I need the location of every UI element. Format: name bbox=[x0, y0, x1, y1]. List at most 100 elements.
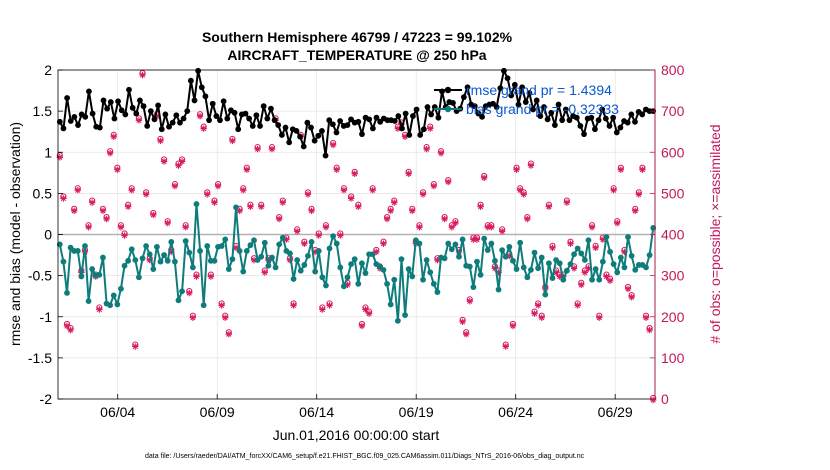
bias-point bbox=[488, 240, 495, 247]
rmse-point bbox=[322, 152, 329, 159]
bias-point bbox=[405, 266, 412, 272]
obs-assimilated-point bbox=[441, 215, 448, 223]
obs-assimilated-point bbox=[139, 71, 146, 79]
obs-assimilated-point bbox=[632, 207, 639, 215]
rmse-point bbox=[96, 124, 103, 131]
obs-assimilated-point bbox=[171, 182, 179, 190]
obs-assimilated-point bbox=[193, 273, 200, 280]
obs-assimilated-point bbox=[103, 215, 110, 223]
obs-assimilated-point bbox=[563, 199, 571, 206]
bias-point bbox=[448, 246, 455, 253]
obs-assimilated-point bbox=[480, 174, 488, 182]
rmse-layer bbox=[56, 67, 657, 159]
rmse-point bbox=[155, 102, 162, 109]
obs-assimilated-point bbox=[567, 240, 574, 247]
bias-point bbox=[531, 249, 538, 256]
obs-assimilated-point bbox=[427, 125, 434, 132]
y-tick-label-left: -1.5 bbox=[28, 350, 52, 366]
bias-point bbox=[341, 283, 347, 290]
bias-point bbox=[189, 264, 196, 271]
obs-assimilated-point bbox=[477, 203, 484, 210]
obs-assimilated-point bbox=[524, 215, 531, 223]
rmse-point bbox=[460, 94, 467, 101]
rmse-point bbox=[537, 113, 544, 119]
bias-point bbox=[297, 267, 304, 274]
bias-point bbox=[287, 250, 293, 257]
rmse-point bbox=[369, 125, 376, 132]
obs-assimilated-point bbox=[409, 207, 416, 215]
obs-layer bbox=[56, 70, 657, 404]
rmse-point bbox=[202, 93, 209, 100]
obs-assimilated-point bbox=[175, 162, 182, 169]
rmse-point bbox=[64, 95, 71, 101]
bias-layer bbox=[56, 201, 657, 324]
obs-assimilated-point bbox=[596, 314, 603, 321]
bias-point bbox=[355, 280, 362, 287]
bias-point bbox=[258, 253, 265, 260]
bias-point bbox=[118, 285, 124, 292]
rmse-point bbox=[479, 113, 485, 120]
bias-point bbox=[430, 280, 437, 287]
rmse-point bbox=[526, 90, 533, 96]
rmse-point bbox=[420, 126, 427, 133]
bias-point bbox=[290, 276, 297, 282]
rmse-point bbox=[140, 103, 147, 110]
obs-assimilated-point bbox=[509, 322, 517, 330]
bias-point bbox=[474, 258, 480, 265]
obs-assimilated-point bbox=[301, 240, 308, 247]
obs-assimilated-point bbox=[254, 145, 261, 153]
bias-point bbox=[646, 252, 653, 258]
rmse-point bbox=[311, 137, 318, 144]
bias-point bbox=[125, 257, 132, 264]
rmse-point bbox=[300, 143, 307, 150]
rmse-point bbox=[195, 67, 202, 74]
obs-assimilated-point bbox=[588, 224, 596, 231]
obs-assimilated-point bbox=[365, 310, 373, 317]
obs-assimilated-point bbox=[513, 166, 520, 173]
rmse-point bbox=[497, 85, 504, 91]
obs-assimilated-point bbox=[178, 158, 186, 165]
bias-point bbox=[128, 246, 135, 253]
obs-assimilated-point bbox=[635, 191, 643, 198]
rmse-point bbox=[613, 129, 620, 136]
bias-point bbox=[348, 261, 355, 268]
bias-point bbox=[301, 262, 308, 268]
bias-point bbox=[204, 243, 211, 249]
obs-assimilated-point bbox=[538, 314, 545, 321]
obs-assimilated-point bbox=[520, 191, 527, 198]
bias-point bbox=[513, 266, 520, 272]
bias-point bbox=[247, 242, 254, 249]
rmse-point bbox=[286, 139, 293, 146]
obs-assimilated-point bbox=[351, 170, 358, 178]
obs-assimilated-point bbox=[624, 285, 632, 293]
rmse-point bbox=[417, 132, 424, 138]
bias-point bbox=[344, 274, 351, 281]
y-tick-label-right: 100 bbox=[661, 350, 685, 366]
bias-point bbox=[643, 264, 649, 271]
rmse-point bbox=[435, 114, 442, 121]
rmse-point bbox=[428, 111, 435, 118]
bias-point bbox=[510, 257, 516, 264]
obs-assimilated-point bbox=[160, 158, 168, 165]
bias-point bbox=[610, 261, 617, 268]
obs-assimilated-point bbox=[67, 326, 74, 334]
bias-point bbox=[337, 264, 344, 271]
y-tick-label-right: 500 bbox=[661, 185, 685, 201]
rmse-point bbox=[115, 98, 121, 105]
bias-point bbox=[520, 264, 527, 271]
bias-point bbox=[599, 258, 606, 265]
rmse-point bbox=[224, 115, 231, 122]
bias-point bbox=[240, 268, 247, 275]
rmse-point bbox=[450, 100, 456, 106]
bias-point bbox=[114, 301, 121, 308]
rmse-point bbox=[501, 67, 507, 74]
rmse-point bbox=[104, 105, 111, 112]
rmse-point bbox=[60, 125, 67, 132]
rmse-point bbox=[304, 119, 311, 126]
obs-assimilated-point bbox=[405, 170, 412, 178]
rmse-point bbox=[75, 122, 81, 129]
rmse-point bbox=[257, 123, 263, 129]
rmse-point bbox=[82, 113, 89, 120]
obs-assimilated-point bbox=[319, 306, 326, 313]
